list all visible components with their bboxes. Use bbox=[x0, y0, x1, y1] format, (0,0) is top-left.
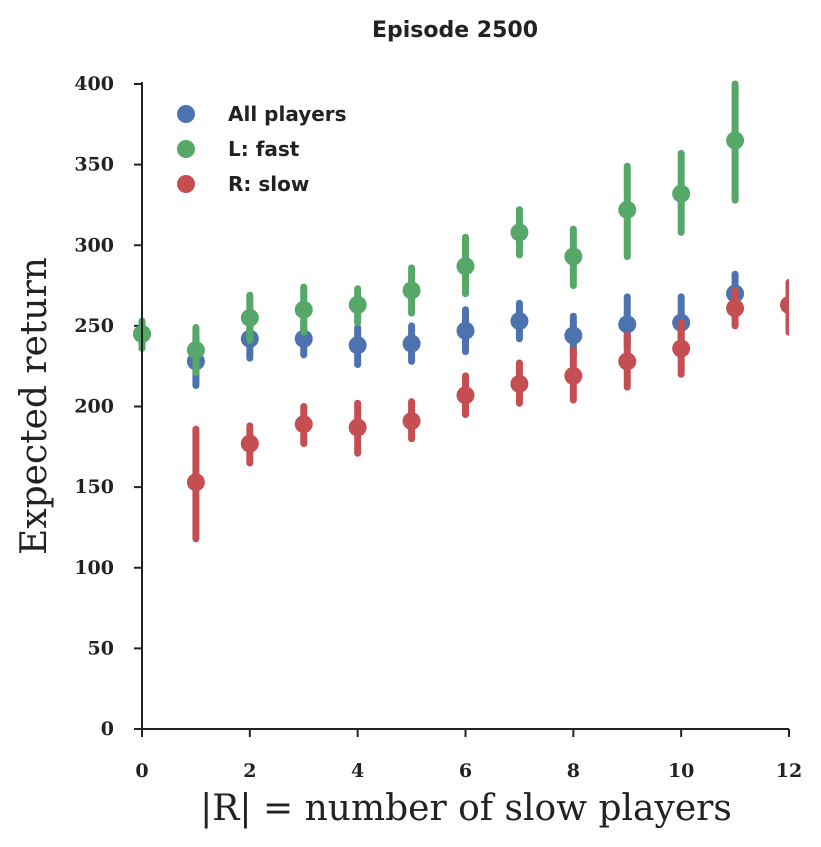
data-point bbox=[618, 352, 637, 371]
data-point bbox=[348, 336, 367, 355]
x-axis-ticks: 0 2 4 6 8 10 12 bbox=[135, 729, 802, 782]
x-tick-label: 4 bbox=[351, 760, 364, 782]
series-1 bbox=[133, 80, 745, 377]
data-point bbox=[672, 339, 691, 358]
y-axis-ticks: 0 50 100 150 200 250 300 350 400 bbox=[74, 73, 142, 740]
legend-label: All players bbox=[228, 102, 347, 126]
series-0 bbox=[133, 270, 745, 390]
data-point bbox=[564, 247, 583, 266]
data-point bbox=[294, 329, 313, 348]
data-point bbox=[402, 281, 421, 300]
x-axis-label: |R| = number of slow players bbox=[200, 788, 732, 829]
x-tick-label: 10 bbox=[668, 760, 694, 782]
y-tick-label: 400 bbox=[74, 73, 114, 95]
data-point bbox=[402, 334, 421, 353]
y-tick-label: 250 bbox=[74, 315, 114, 337]
data-point bbox=[618, 200, 637, 219]
data-point bbox=[726, 299, 745, 318]
data-point bbox=[240, 434, 259, 453]
data-point bbox=[618, 315, 637, 334]
data-point bbox=[348, 418, 367, 437]
data-point bbox=[186, 341, 205, 360]
y-tick-label: 0 bbox=[101, 718, 114, 740]
y-tick-label: 350 bbox=[74, 154, 114, 176]
data-point bbox=[240, 308, 259, 327]
axes bbox=[141, 82, 789, 730]
data-point bbox=[726, 131, 745, 150]
data-point bbox=[510, 374, 529, 393]
y-tick-label: 50 bbox=[88, 637, 114, 659]
legend-label: R: slow bbox=[228, 172, 309, 196]
data-point bbox=[294, 300, 313, 319]
x-tick-label: 0 bbox=[135, 760, 148, 782]
data-point bbox=[348, 295, 367, 314]
data-point bbox=[456, 386, 475, 405]
data-point bbox=[186, 473, 205, 492]
data-point bbox=[456, 257, 475, 276]
x-tick-label: 12 bbox=[776, 760, 802, 782]
data-point bbox=[294, 415, 313, 434]
data-point bbox=[402, 412, 421, 431]
legend-marker bbox=[177, 105, 195, 123]
x-tick-label: 2 bbox=[243, 760, 256, 782]
y-tick-label: 200 bbox=[74, 396, 114, 418]
y-tick-label: 100 bbox=[74, 557, 114, 579]
data-point bbox=[564, 366, 583, 385]
series-2 bbox=[186, 278, 789, 543]
data-point bbox=[672, 184, 691, 203]
chart-title: Episode 2500 bbox=[372, 18, 538, 43]
data-point bbox=[510, 312, 529, 331]
legend: All players L: fast R: slow bbox=[177, 102, 347, 196]
data-point bbox=[510, 223, 529, 242]
data-point bbox=[780, 295, 789, 314]
y-tick-label: 150 bbox=[74, 476, 114, 498]
y-tick-label: 300 bbox=[74, 234, 114, 256]
data-point bbox=[456, 321, 475, 340]
legend-label: L: fast bbox=[228, 137, 300, 161]
legend-marker bbox=[177, 175, 195, 193]
x-tick-label: 8 bbox=[567, 760, 580, 782]
y-axis-label: Expected return bbox=[14, 257, 55, 555]
legend-marker bbox=[177, 140, 195, 158]
data-marks bbox=[133, 80, 789, 543]
data-point bbox=[564, 326, 583, 345]
x-tick-label: 6 bbox=[459, 760, 472, 782]
